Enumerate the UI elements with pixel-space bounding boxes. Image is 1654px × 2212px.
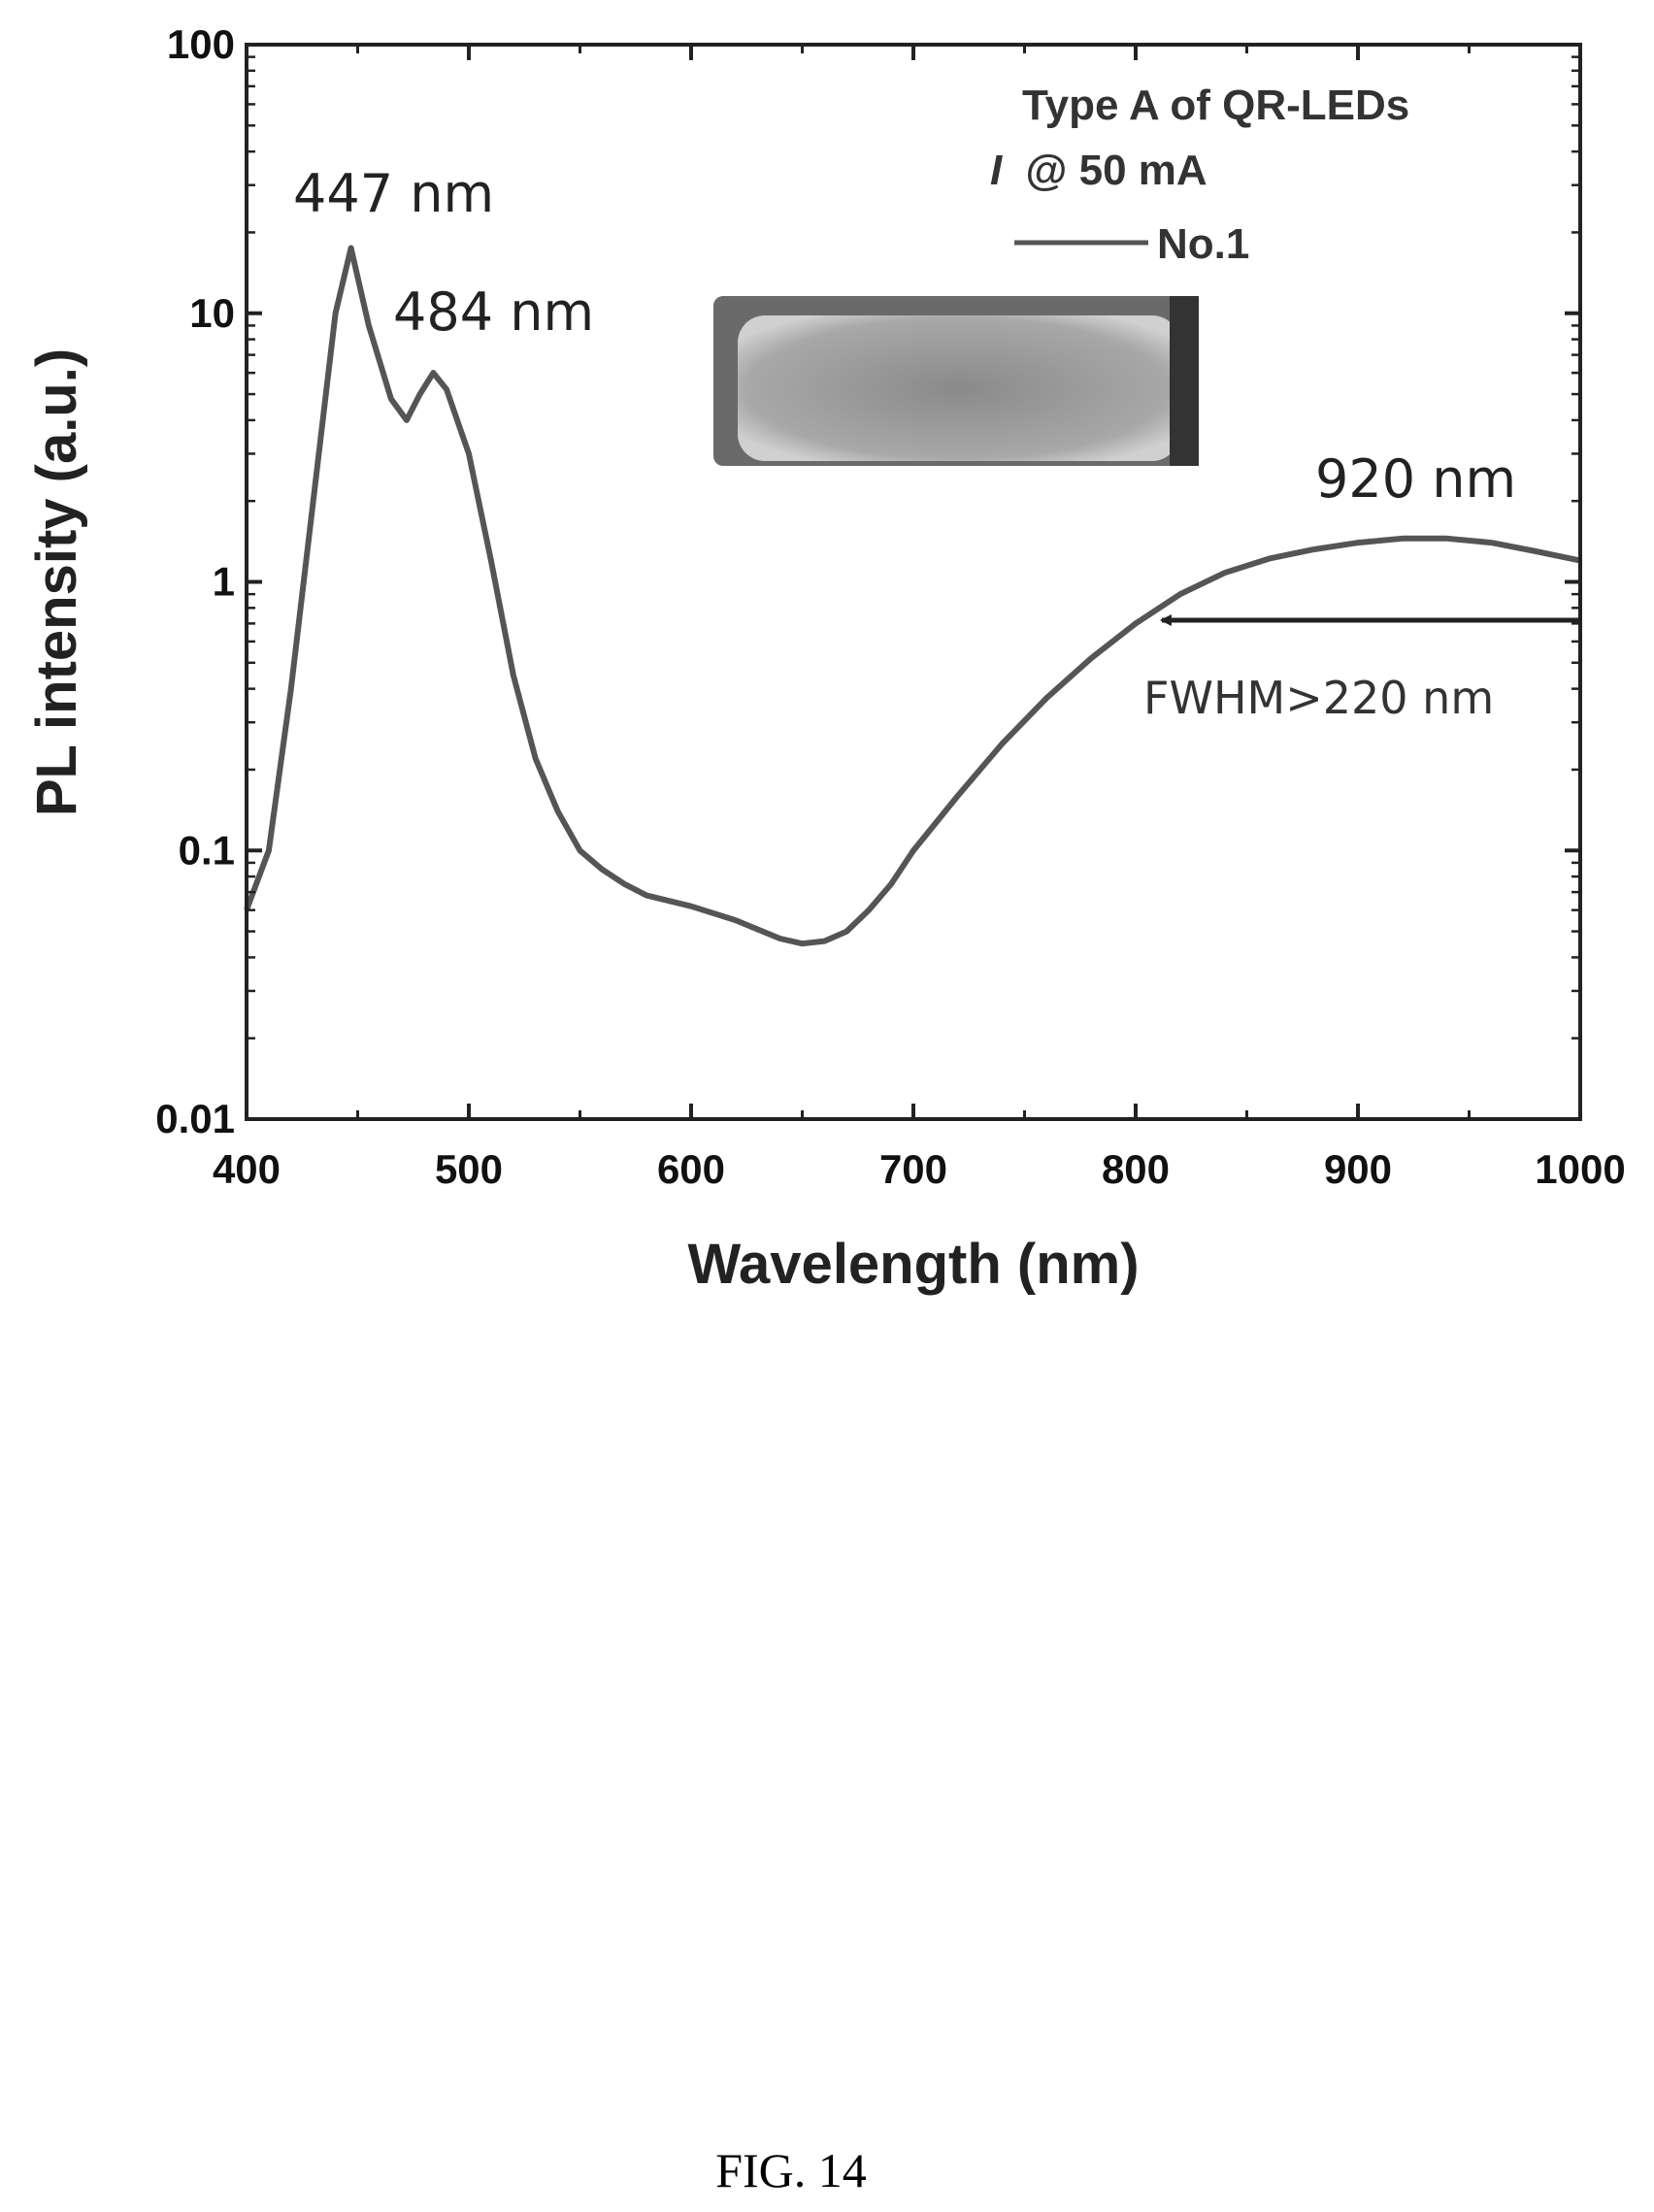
plot-area: 400 500 600 700 800 900 1000 0.01 0.1 1 10 100 [155,21,1625,1192]
x-ticks: 400 500 600 700 800 900 1000 [213,45,1626,1192]
x-tick-label: 500 [435,1146,503,1192]
y-tick-label: 0.01 [155,1096,235,1141]
x-tick-label: 700 [879,1146,947,1192]
y-tick-label: 0.1 [179,827,235,873]
series-line-1 [244,245,1581,947]
y-ticks: 0.01 0.1 1 10 100 [155,21,1580,1141]
legend-series-label: No.1 [1157,220,1249,268]
x-tick-label: 600 [657,1146,725,1192]
peak-label-447: 447 nm [293,163,494,224]
y-tick-label: 1 [213,559,235,605]
figure-caption: FIG. 14 [715,2143,867,2197]
legend: Type A of QR-LEDs I @ 50 mA No.1 [990,82,1409,268]
current-symbol: I [990,147,1003,194]
x-tick-label: 400 [213,1146,281,1192]
photo-inset [713,296,1199,466]
peak-label-920: 920 nm [1315,448,1516,510]
x-axis-title: Wavelength (nm) [687,1233,1139,1296]
y-tick-label: 100 [167,21,235,67]
legend-title: Type A of QR-LEDs [1022,82,1409,129]
peak-label-484: 484 nm [393,281,594,343]
fwhm-label: FWHM>220 nm [1143,672,1494,724]
x-tick-label: 800 [1102,1146,1170,1192]
current-value: @ 50 mA [1025,147,1207,194]
legend-current-line: I @ 50 mA [990,147,1207,194]
y-tick-label: 10 [189,290,235,336]
x-tick-label: 1000 [1535,1146,1625,1192]
x-tick-label: 900 [1324,1146,1392,1192]
y-axis-title: PL intensity (a.u.) [25,348,88,816]
series-layer [244,245,1581,947]
